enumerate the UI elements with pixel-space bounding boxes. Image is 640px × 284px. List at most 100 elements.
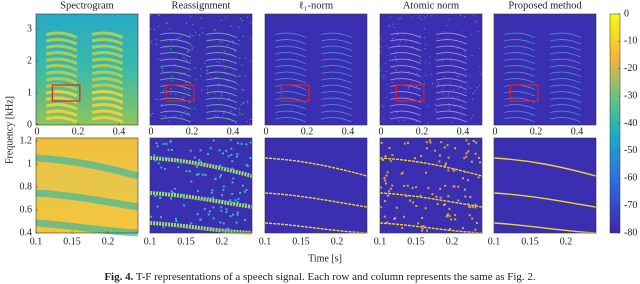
- speckle: [202, 32, 204, 34]
- harmonic: [45, 109, 78, 117]
- speckle: [430, 73, 432, 75]
- speckle: [203, 207, 206, 210]
- speckle: [456, 47, 458, 49]
- speckle: [435, 195, 438, 198]
- speckle: [249, 123, 251, 125]
- harmonic: [45, 57, 78, 65]
- speckle: [381, 75, 383, 77]
- speckle: [476, 87, 478, 89]
- speckle: [398, 120, 400, 122]
- speckle: [214, 115, 216, 117]
- speckle: [465, 139, 468, 142]
- speckle: [477, 176, 480, 179]
- speckle: [383, 74, 385, 76]
- speckle: [231, 121, 233, 123]
- speckle: [235, 155, 238, 158]
- harmonic: [160, 65, 191, 71]
- zoom-box: [509, 84, 539, 102]
- speckle: [241, 184, 244, 187]
- x-tick-label: 0.1: [488, 236, 501, 247]
- harmonic: [160, 52, 191, 58]
- speckle: [437, 82, 439, 84]
- speckle: [469, 87, 471, 89]
- speckle: [385, 174, 388, 177]
- speckle: [383, 177, 386, 180]
- x-tick-label: 0.1: [259, 236, 272, 247]
- speckle: [179, 37, 181, 39]
- speckle: [216, 76, 218, 78]
- speckle: [207, 213, 210, 216]
- speckle: [425, 44, 427, 46]
- harmonic: [390, 65, 421, 71]
- speckle: [218, 99, 220, 101]
- speckle: [392, 38, 394, 40]
- speckle: [230, 110, 232, 112]
- speckle: [443, 97, 445, 99]
- x-tick-label: 0: [149, 126, 154, 137]
- harmonic: [205, 117, 237, 123]
- speckle: [423, 37, 425, 39]
- speckle: [225, 208, 228, 211]
- speckle: [200, 17, 202, 19]
- harmonic: [91, 31, 124, 39]
- x-tick-label: 0.1: [144, 236, 157, 247]
- speckle: [198, 159, 201, 162]
- speckle: [391, 184, 394, 187]
- x-tick-label: 0.15: [63, 236, 81, 247]
- speckle: [473, 123, 475, 125]
- panel-title: Reassignment: [172, 0, 231, 11]
- speckle: [425, 61, 427, 63]
- harmonic: [549, 110, 581, 116]
- speckle: [200, 89, 202, 91]
- axes-frame: [35, 13, 139, 126]
- speckle: [457, 75, 459, 77]
- speckle: [417, 48, 419, 50]
- speckle: [432, 83, 434, 85]
- speckle: [196, 213, 199, 216]
- x-tick-label: 0.2: [530, 126, 543, 137]
- harmonic: [549, 117, 581, 123]
- speckle: [230, 25, 232, 27]
- speckle: [236, 213, 239, 216]
- speckle: [480, 73, 482, 75]
- harmonic: [504, 78, 535, 84]
- speckle: [420, 83, 422, 85]
- harmonic: [549, 45, 581, 51]
- y-tick-label: 0.4: [20, 227, 33, 238]
- harmonic: [379, 222, 483, 234]
- speckle: [449, 81, 451, 83]
- speckle: [403, 184, 406, 187]
- speckle: [189, 34, 191, 36]
- speckle: [206, 66, 208, 68]
- speckle: [454, 70, 456, 72]
- speckle: [469, 75, 471, 77]
- tf-image: [265, 138, 367, 233]
- speckle: [162, 70, 164, 72]
- harmonic: [275, 110, 306, 116]
- speckle: [227, 155, 230, 158]
- harmonic: [205, 110, 237, 116]
- speckle: [464, 51, 466, 53]
- speckle: [392, 23, 394, 25]
- speckle: [222, 222, 225, 225]
- harmonic: [45, 38, 78, 46]
- speckle: [419, 35, 421, 37]
- speckle: [222, 188, 225, 191]
- harmonic: [435, 110, 467, 116]
- speckle: [183, 196, 186, 199]
- harmonic: [549, 84, 581, 90]
- speckle: [180, 73, 182, 75]
- speckle: [236, 153, 239, 156]
- speckle: [416, 90, 418, 92]
- speckle: [464, 16, 466, 18]
- speckle: [173, 187, 176, 190]
- x-tick-label: 0.15: [521, 236, 539, 247]
- speckle: [183, 204, 186, 207]
- harmonic: [275, 45, 306, 51]
- harmonic: [205, 104, 237, 110]
- harmonic: [45, 44, 78, 52]
- speckle: [462, 227, 465, 230]
- colorbar-tick-label: -70: [624, 200, 637, 211]
- speckle: [438, 118, 440, 120]
- speckle: [398, 18, 400, 20]
